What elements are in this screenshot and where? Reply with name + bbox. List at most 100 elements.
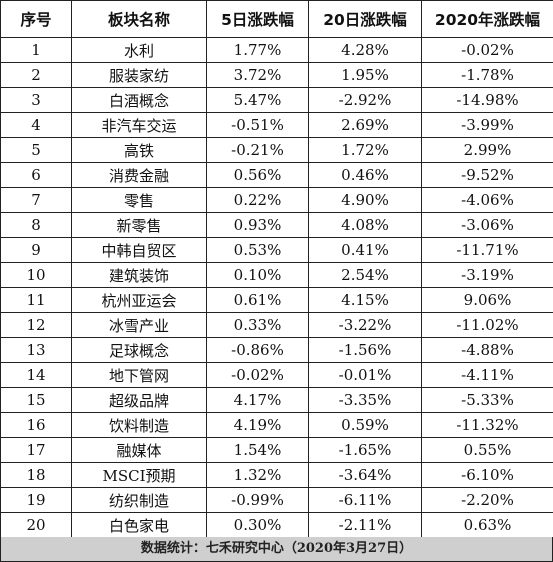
sector-name-cell: 地下管网 (71, 362, 207, 388)
change-20day-cell: -0.01% (308, 362, 422, 388)
sector-name-cell: 冰雪产业 (71, 312, 207, 338)
rank-cell: 18 (0, 462, 72, 488)
table-row: 19 纺织制造 -0.99% -6.11% -2.20% (0, 487, 553, 513)
change-5day-cell: 0.61% (206, 287, 309, 313)
rank-cell: 6 (0, 162, 72, 188)
sector-name-cell: 白酒概念 (71, 87, 207, 113)
change-20day-cell: 2.69% (308, 112, 422, 138)
table-row: 5 高铁 -0.21% 1.72% 2.99% (0, 137, 553, 163)
change-20day-cell: -1.65% (308, 437, 422, 463)
table-row: 7 零售 0.22% 4.90% -4.06% (0, 187, 553, 213)
table-row: 4 非汽车交运 -0.51% 2.69% -3.99% (0, 112, 553, 138)
rank-cell: 12 (0, 312, 72, 338)
change-2020-cell: -11.32% (421, 412, 553, 438)
change-20day-cell: -1.56% (308, 337, 422, 363)
change-20day-cell: -3.22% (308, 312, 422, 338)
change-20day-cell: 4.90% (308, 187, 422, 213)
sector-name-cell: 超级品牌 (71, 387, 207, 413)
change-2020-cell: -4.88% (421, 337, 553, 363)
table-row: 17 融媒体 1.54% -1.65% 0.55% (0, 437, 553, 463)
change-2020-cell: -3.06% (421, 212, 553, 238)
rank-cell: 19 (0, 487, 72, 513)
rank-cell: 3 (0, 87, 72, 113)
change-2020-cell: -4.06% (421, 187, 553, 213)
change-5day-cell: 0.56% (206, 162, 309, 188)
change-20day-cell: 0.41% (308, 237, 422, 263)
table-row: 12 冰雪产业 0.33% -3.22% -11.02% (0, 312, 553, 338)
change-20day-cell: 4.08% (308, 212, 422, 238)
sector-name-cell: MSCI预期 (71, 462, 207, 488)
change-5day-cell: -0.51% (206, 112, 309, 138)
table-row: 18 MSCI预期 1.32% -3.64% -6.10% (0, 462, 553, 488)
change-5day-cell: 0.33% (206, 312, 309, 338)
change-5day-cell: -0.02% (206, 362, 309, 388)
change-5day-cell: 4.17% (206, 387, 309, 413)
header-2020-change: 2020年涨跌幅 (421, 0, 553, 38)
change-5day-cell: 0.30% (206, 512, 309, 538)
rank-cell: 17 (0, 437, 72, 463)
change-20day-cell: 2.54% (308, 262, 422, 288)
rank-cell: 2 (0, 62, 72, 88)
table-row: 2 服装家纺 3.72% 1.95% -1.78% (0, 62, 553, 88)
table-row: 1 水利 1.77% 4.28% -0.02% (0, 37, 553, 63)
sector-name-cell: 杭州亚运会 (71, 287, 207, 313)
change-2020-cell: 0.55% (421, 437, 553, 463)
table-row: 14 地下管网 -0.02% -0.01% -4.11% (0, 362, 553, 388)
rank-cell: 13 (0, 337, 72, 363)
sector-table: 序号 板块名称 5日涨跌幅 20日涨跌幅 2020年涨跌幅 1 水利 1.77% 4.… (0, 0, 553, 538)
header-5day-change: 5日涨跌幅 (206, 0, 309, 38)
rank-cell: 5 (0, 137, 72, 163)
sector-name-cell: 非汽车交运 (71, 112, 207, 138)
change-20day-cell: -6.11% (308, 487, 422, 513)
change-20day-cell: -2.92% (308, 87, 422, 113)
rank-cell: 1 (0, 37, 72, 63)
change-2020-cell: -11.02% (421, 312, 553, 338)
sector-name-cell: 中韩自贸区 (71, 237, 207, 263)
change-2020-cell: -1.78% (421, 62, 553, 88)
change-20day-cell: -3.64% (308, 462, 422, 488)
change-2020-cell: -3.19% (421, 262, 553, 288)
change-5day-cell: -0.86% (206, 337, 309, 363)
change-5day-cell: -0.99% (206, 487, 309, 513)
rank-cell: 10 (0, 262, 72, 288)
change-2020-cell: -5.33% (421, 387, 553, 413)
rank-cell: 14 (0, 362, 72, 388)
sector-name-cell: 高铁 (71, 137, 207, 163)
table-row: 13 足球概念 -0.86% -1.56% -4.88% (0, 337, 553, 363)
change-5day-cell: 5.47% (206, 87, 309, 113)
table-row: 20 白色家电 0.30% -2.11% 0.63% (0, 512, 553, 538)
change-5day-cell: 1.54% (206, 437, 309, 463)
rank-cell: 4 (0, 112, 72, 138)
change-5day-cell: 0.93% (206, 212, 309, 238)
change-2020-cell: -3.99% (421, 112, 553, 138)
table-header: 序号 板块名称 5日涨跌幅 20日涨跌幅 2020年涨跌幅 (0, 0, 553, 38)
change-20day-cell: 0.59% (308, 412, 422, 438)
table-body: 1 水利 1.77% 4.28% -0.02% 2 服装家纺 3.72% 1.95% -1.78%… (0, 37, 553, 538)
table-row: 16 饮料制造 4.19% 0.59% -11.32% (0, 412, 553, 438)
rank-cell: 20 (0, 512, 72, 538)
change-2020-cell: -0.02% (421, 37, 553, 63)
rank-cell: 7 (0, 187, 72, 213)
change-20day-cell: -3.35% (308, 387, 422, 413)
change-20day-cell: 0.46% (308, 162, 422, 188)
sector-name-cell: 饮料制造 (71, 412, 207, 438)
change-5day-cell: 3.72% (206, 62, 309, 88)
header-20day-change: 20日涨跌幅 (308, 0, 422, 38)
header-rank: 序号 (0, 0, 72, 38)
change-20day-cell: 1.95% (308, 62, 422, 88)
data-source-footer: 数据统计：七禾研究中心（2020年3月27日） (0, 537, 553, 562)
sector-name-cell: 新零售 (71, 212, 207, 238)
rank-cell: 8 (0, 212, 72, 238)
rank-cell: 11 (0, 287, 72, 313)
change-5day-cell: 0.10% (206, 262, 309, 288)
sector-name-cell: 建筑装饰 (71, 262, 207, 288)
table-row: 8 新零售 0.93% 4.08% -3.06% (0, 212, 553, 238)
table-row: 11 杭州亚运会 0.61% 4.15% 9.06% (0, 287, 553, 313)
change-5day-cell: 1.32% (206, 462, 309, 488)
change-2020-cell: -9.52% (421, 162, 553, 188)
table-row: 15 超级品牌 4.17% -3.35% -5.33% (0, 387, 553, 413)
sector-name-cell: 融媒体 (71, 437, 207, 463)
change-2020-cell: -6.10% (421, 462, 553, 488)
header-sector-name: 板块名称 (71, 0, 207, 38)
change-2020-cell: 0.63% (421, 512, 553, 538)
